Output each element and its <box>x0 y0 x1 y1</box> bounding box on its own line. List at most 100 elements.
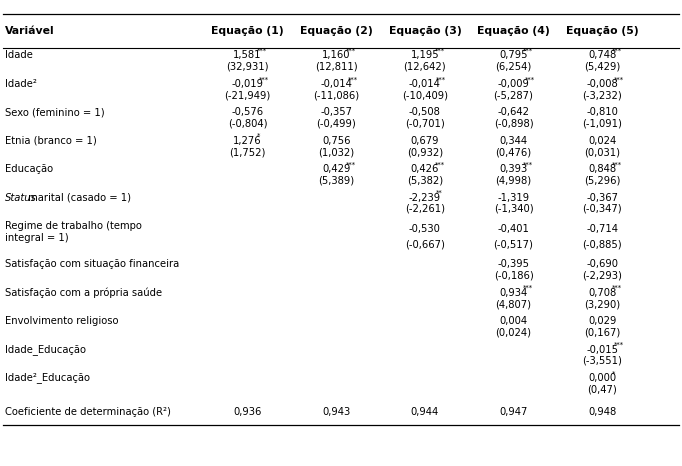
Text: ***: *** <box>523 48 533 54</box>
Text: (-2,293): (-2,293) <box>582 271 622 281</box>
Text: Regime de trabalho (tempo: Regime de trabalho (tempo <box>5 221 142 232</box>
Text: -0,014: -0,014 <box>409 79 441 89</box>
Text: 0,947: 0,947 <box>499 407 528 417</box>
Text: Envolvimento religioso: Envolvimento religioso <box>5 316 118 326</box>
Text: (-0,517): (-0,517) <box>494 239 533 249</box>
Text: Idade²_Educação: Idade²_Educação <box>5 372 90 384</box>
Text: (3,290): (3,290) <box>584 299 620 309</box>
Text: 1,160: 1,160 <box>322 50 351 61</box>
Text: (-0,885): (-0,885) <box>582 239 622 249</box>
Text: 0,029: 0,029 <box>588 316 617 326</box>
Text: ***: *** <box>258 76 269 82</box>
Text: -0,367: -0,367 <box>587 192 618 203</box>
Text: **: ** <box>436 190 443 196</box>
Text: Satisfação com situação financeira: Satisfação com situação financeira <box>5 259 179 269</box>
Text: Equação (4): Equação (4) <box>477 26 550 36</box>
Text: 1,195: 1,195 <box>411 50 439 61</box>
Text: (-0,898): (-0,898) <box>494 119 533 129</box>
Text: 0,426: 0,426 <box>411 164 439 174</box>
Text: (32,931): (32,931) <box>226 62 269 72</box>
Text: (5,389): (5,389) <box>318 176 354 185</box>
Text: 1,581: 1,581 <box>233 50 262 61</box>
Text: Equação (2): Equação (2) <box>300 26 372 36</box>
Text: 1,276: 1,276 <box>233 136 262 146</box>
Text: -0,576: -0,576 <box>231 107 264 117</box>
Text: (0,47): (0,47) <box>587 384 617 394</box>
Text: 0,944: 0,944 <box>411 407 439 417</box>
Text: -0,714: -0,714 <box>587 224 618 234</box>
Text: (5,382): (5,382) <box>407 176 443 185</box>
Text: (1,032): (1,032) <box>318 147 354 157</box>
Text: (-0,667): (-0,667) <box>405 239 445 249</box>
Text: Idade: Idade <box>5 50 33 61</box>
Text: (-11,086): (-11,086) <box>313 90 359 100</box>
Text: 0,708: 0,708 <box>588 288 617 298</box>
Text: 0,943: 0,943 <box>322 407 351 417</box>
Text: 0,748: 0,748 <box>588 50 617 61</box>
Text: -0,008: -0,008 <box>587 79 618 89</box>
Text: ***: *** <box>434 162 445 168</box>
Text: (-5,287): (-5,287) <box>494 90 533 100</box>
Text: 0,024: 0,024 <box>588 136 617 146</box>
Text: -2,239: -2,239 <box>409 192 441 203</box>
Text: (0,476): (0,476) <box>496 147 531 157</box>
Text: (4,998): (4,998) <box>496 176 531 185</box>
Text: (-10,409): (-10,409) <box>402 90 448 100</box>
Text: 0,000: 0,000 <box>588 373 617 383</box>
Text: 0,344: 0,344 <box>499 136 528 146</box>
Text: -0,009: -0,009 <box>498 79 529 89</box>
Text: (-3,551): (-3,551) <box>582 356 622 366</box>
Text: (-1,091): (-1,091) <box>582 119 622 129</box>
Text: -0,357: -0,357 <box>321 107 352 117</box>
Text: (12,642): (12,642) <box>404 62 446 72</box>
Text: integral = 1): integral = 1) <box>5 233 68 243</box>
Text: (5,429): (5,429) <box>584 62 621 72</box>
Text: ***: *** <box>612 285 622 291</box>
Text: ***: *** <box>257 48 267 54</box>
Text: ***: *** <box>524 76 535 82</box>
Text: -1,319: -1,319 <box>497 192 530 203</box>
Text: *: * <box>257 133 261 139</box>
Text: (1,752): (1,752) <box>229 147 266 157</box>
Text: (0,167): (0,167) <box>584 328 621 337</box>
Text: 0,393: 0,393 <box>499 164 528 174</box>
Text: ***: *** <box>613 76 623 82</box>
Text: -0,014: -0,014 <box>321 79 352 89</box>
Text: (0,031): (0,031) <box>584 147 620 157</box>
Text: ***: *** <box>613 342 623 348</box>
Text: Equação (5): Equação (5) <box>566 26 638 36</box>
Text: Sexo (feminino = 1): Sexo (feminino = 1) <box>5 107 104 117</box>
Text: -0,401: -0,401 <box>498 224 529 234</box>
Text: ***: *** <box>434 48 445 54</box>
Text: 0,848: 0,848 <box>588 164 617 174</box>
Text: -0,690: -0,690 <box>587 259 618 269</box>
Text: 0,429: 0,429 <box>322 164 351 174</box>
Text: -0,015: -0,015 <box>587 344 618 355</box>
Text: Status: Status <box>5 192 37 203</box>
Text: marital (casado = 1): marital (casado = 1) <box>25 192 131 203</box>
Text: (5,296): (5,296) <box>584 176 621 185</box>
Text: -0,019: -0,019 <box>232 79 263 89</box>
Text: ***: *** <box>346 48 356 54</box>
Text: (-21,949): (-21,949) <box>224 90 271 100</box>
Text: (12,811): (12,811) <box>315 62 357 72</box>
Text: Equação (3): Equação (3) <box>389 26 461 36</box>
Text: 0,756: 0,756 <box>322 136 351 146</box>
Text: 0,004: 0,004 <box>499 316 528 326</box>
Text: ***: *** <box>347 76 357 82</box>
Text: (4,807): (4,807) <box>496 299 531 309</box>
Text: ***: *** <box>523 162 533 168</box>
Text: 0,934: 0,934 <box>499 288 528 298</box>
Text: (-2,261): (-2,261) <box>405 204 445 214</box>
Text: -0,508: -0,508 <box>409 107 441 117</box>
Text: Idade_Educação: Idade_Educação <box>5 344 86 355</box>
Text: (-0,804): (-0,804) <box>228 119 267 129</box>
Text: (-0,701): (-0,701) <box>405 119 445 129</box>
Text: Equação (1): Equação (1) <box>211 26 284 36</box>
Text: ***: *** <box>436 76 446 82</box>
Text: (-0,499): (-0,499) <box>316 119 356 129</box>
Text: (-3,232): (-3,232) <box>582 90 622 100</box>
Text: (-1,340): (-1,340) <box>494 204 533 214</box>
Text: (-0,186): (-0,186) <box>494 271 533 281</box>
Text: (0,932): (0,932) <box>407 147 443 157</box>
